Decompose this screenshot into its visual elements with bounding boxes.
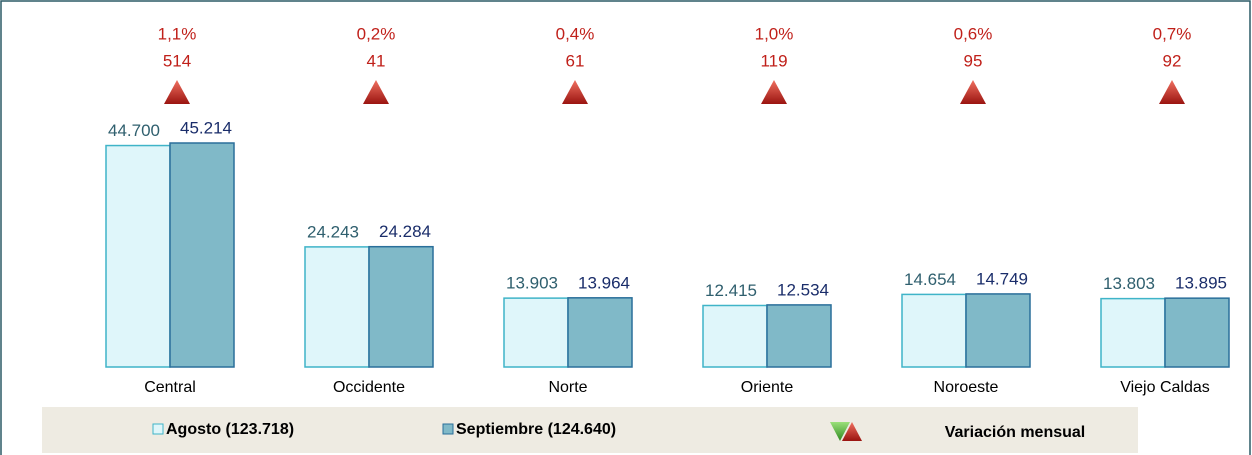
bar — [105, 144, 171, 368]
legend-label: Septiembre (124.640) — [456, 421, 616, 438]
bar — [702, 304, 768, 368]
variation-value: 95 — [964, 51, 983, 70]
bar — [901, 293, 967, 368]
variation-percent: 1,1% — [158, 24, 197, 43]
data-label: 44.700 — [108, 121, 160, 140]
x-tick-label: Norte — [548, 379, 587, 396]
variation-percent: 0,6% — [954, 24, 993, 43]
variation-value: 514 — [163, 51, 191, 70]
bar — [169, 142, 235, 368]
data-label: 13.964 — [578, 273, 630, 292]
variation-percent: 1,0% — [755, 24, 794, 43]
data-label: 13.895 — [1175, 274, 1227, 293]
bar — [1164, 297, 1230, 368]
data-label: 24.243 — [307, 222, 359, 241]
data-label: 13.803 — [1103, 274, 1155, 293]
variation-value: 119 — [760, 51, 787, 70]
legend-label: Variación mensual — [945, 424, 1086, 441]
bar — [304, 246, 370, 368]
bar — [1100, 297, 1166, 368]
variation-marker — [1159, 80, 1185, 104]
data-label: 45.214 — [180, 118, 232, 137]
variation-value: 41 — [367, 51, 386, 70]
legend-marker-up — [842, 422, 862, 441]
variation-marker — [761, 80, 787, 104]
legend-marker — [442, 423, 454, 435]
variation-marker — [164, 80, 190, 104]
variation-marker — [960, 80, 986, 104]
x-tick-label: Occidente — [333, 379, 405, 396]
x-tick-label: Viejo Caldas — [1120, 379, 1210, 396]
data-label: 13.903 — [506, 274, 558, 293]
variation-percent: 0,4% — [556, 24, 595, 43]
x-tick-label: Noroeste — [934, 379, 999, 396]
x-tick-label: Central — [144, 379, 196, 396]
legend-box — [42, 407, 1138, 453]
x-tick-label: Oriente — [741, 379, 794, 396]
variation-value: 61 — [566, 51, 585, 70]
data-label: 12.534 — [777, 280, 829, 299]
legend-marker — [152, 423, 164, 435]
data-label: 14.749 — [976, 269, 1028, 288]
bar — [766, 304, 832, 368]
legend-label: Agosto (123.718) — [166, 421, 294, 438]
bar — [567, 297, 633, 368]
data-label: 12.415 — [705, 281, 757, 300]
bar — [965, 293, 1031, 368]
variation-value: 92 — [1163, 51, 1182, 70]
variation-percent: 0,7% — [1153, 24, 1192, 43]
bar — [368, 245, 434, 368]
variation-marker — [363, 80, 389, 104]
data-label: 24.284 — [379, 222, 431, 241]
data-label: 14.654 — [904, 270, 956, 289]
bar — [503, 297, 569, 368]
variation-marker — [562, 80, 588, 104]
legend-marker-down — [830, 422, 850, 441]
variation-percent: 0,2% — [357, 24, 396, 43]
